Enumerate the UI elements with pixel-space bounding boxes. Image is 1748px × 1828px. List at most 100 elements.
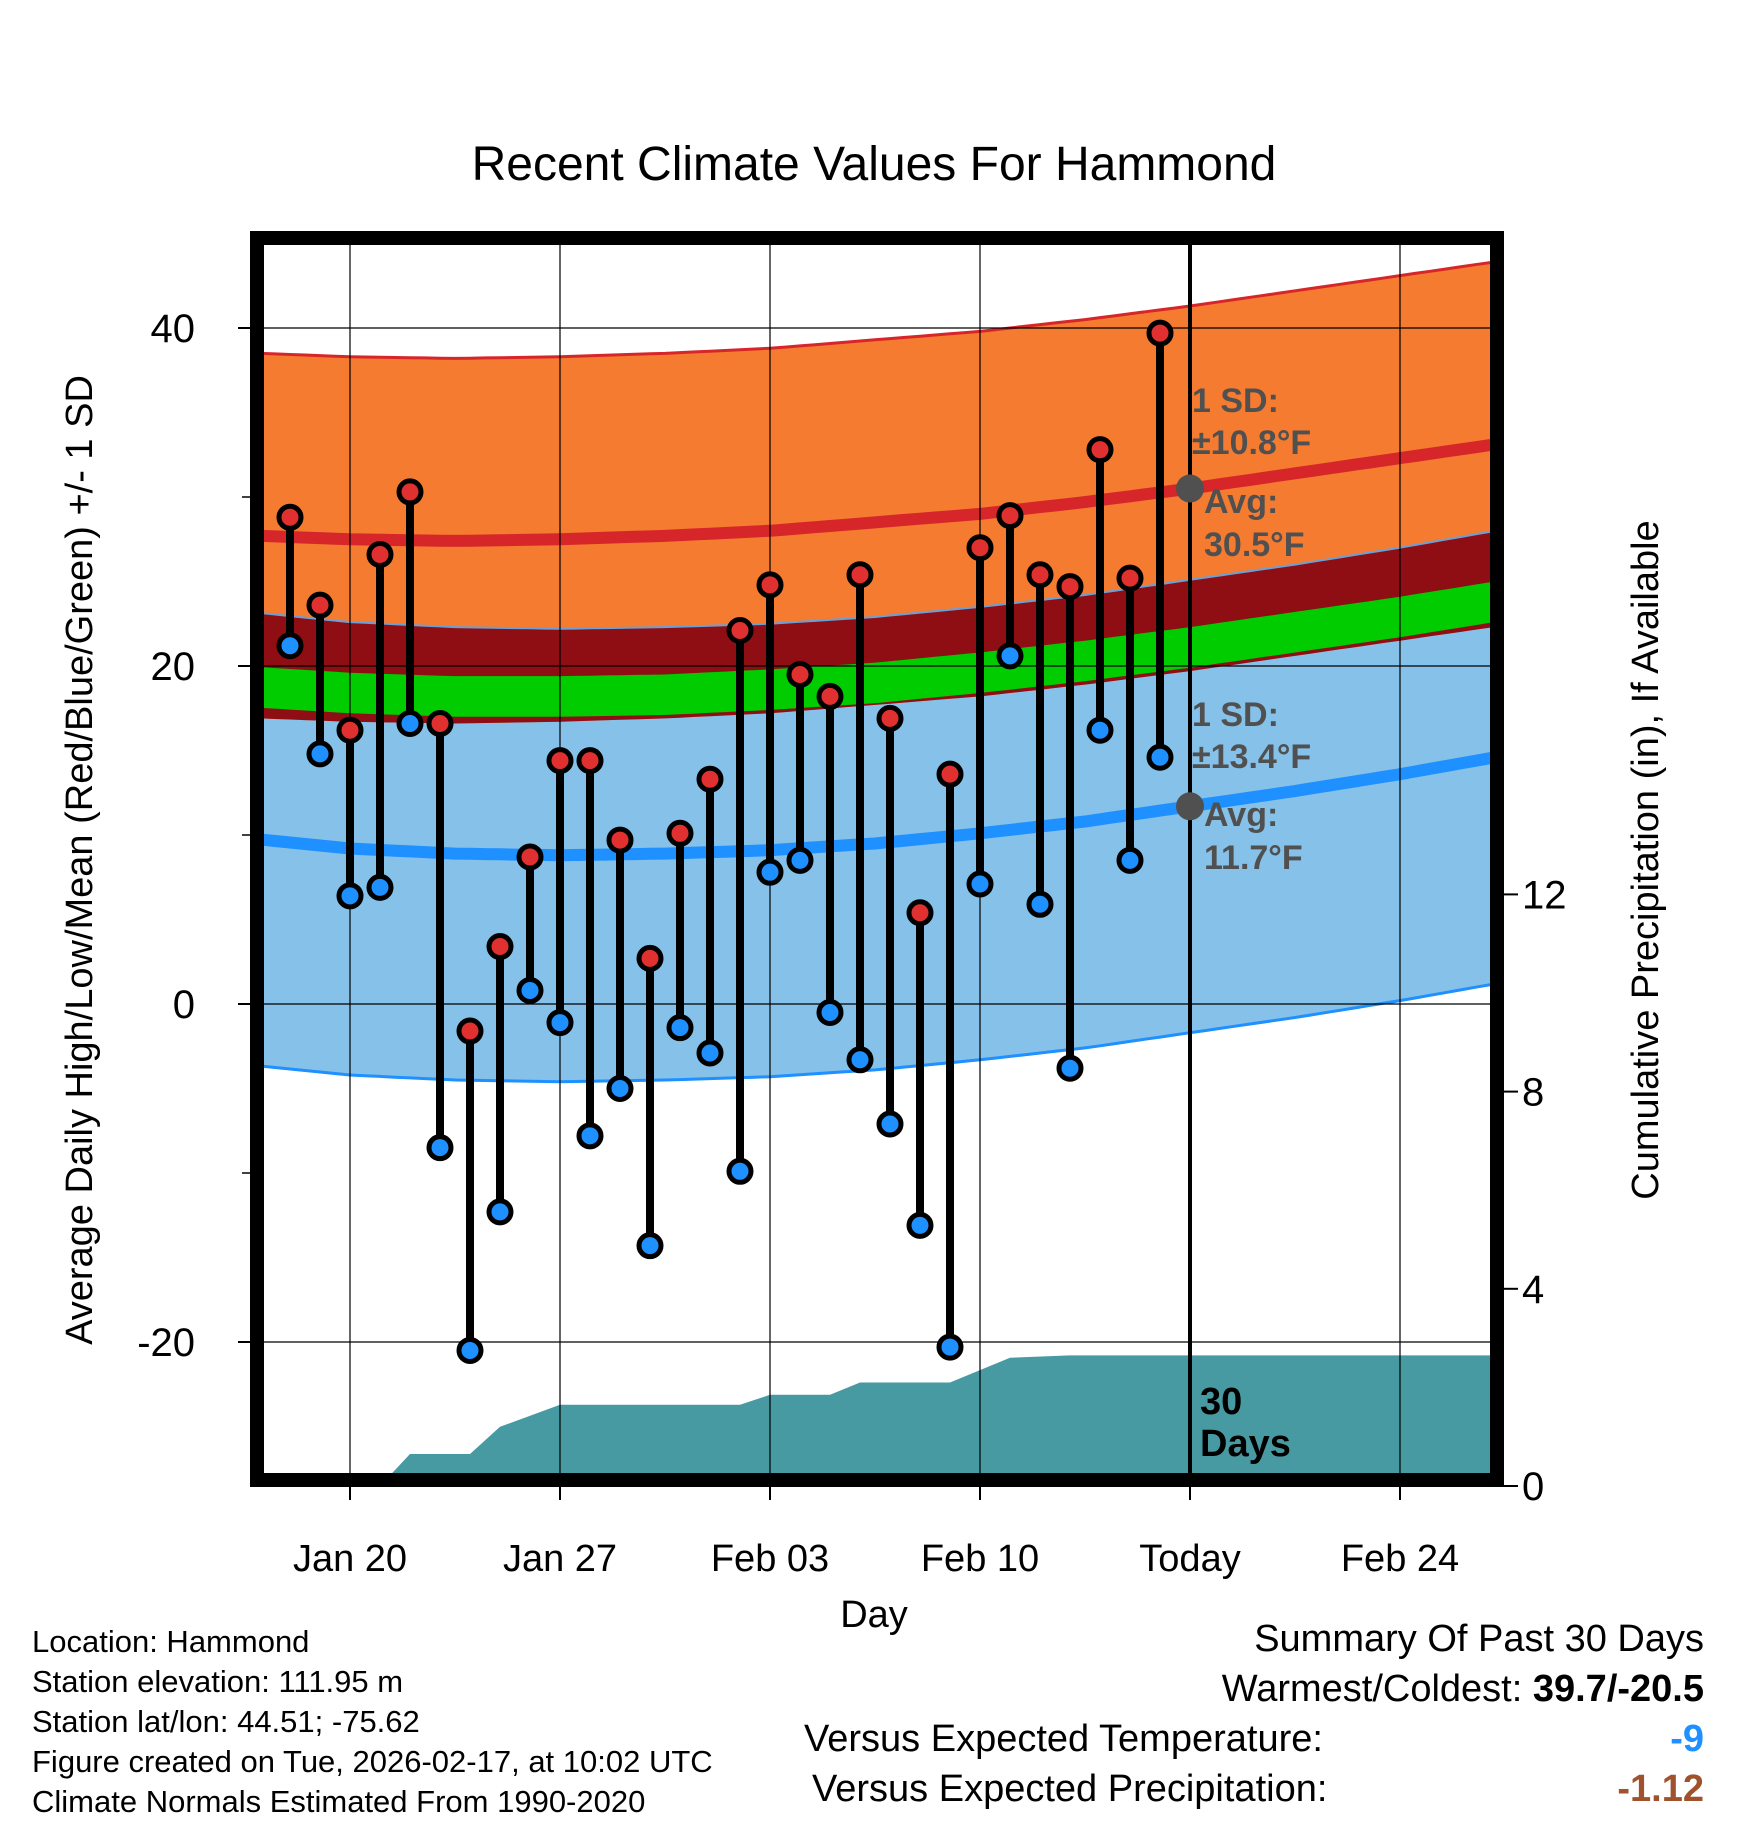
obs-day	[966, 534, 994, 898]
obs-low-point	[666, 1014, 694, 1042]
obs-low-point	[996, 642, 1024, 670]
obs-low-point	[336, 882, 364, 910]
obs-day	[1056, 573, 1084, 1082]
y2-tick-label: 4	[1522, 1268, 1544, 1312]
obs-low-point	[756, 858, 784, 886]
obs-low-point	[876, 1110, 904, 1138]
obs-high-point	[396, 478, 424, 506]
obs-high-point	[1086, 436, 1114, 464]
obs-day	[396, 478, 424, 737]
obs-high-point	[1056, 573, 1084, 601]
normal-annotations: 1 SD: ±10.8°F Avg: 30.5°F 1 SD: ±13.4°F …	[1176, 382, 1311, 877]
high-sd-label: 1 SD:	[1192, 382, 1279, 420]
info-normals: Climate Normals Estimated From 1990-2020	[32, 1784, 646, 1819]
low-sd-value: ±13.4°F	[1192, 738, 1311, 776]
obs-high-point	[516, 843, 544, 871]
obs-day	[546, 747, 574, 1037]
x-tick-label: Jan 20	[293, 1538, 407, 1580]
y-tick-label: 0	[173, 983, 195, 1027]
obs-high-point	[696, 765, 724, 793]
obs-low-point	[396, 709, 424, 737]
obs-day	[1086, 436, 1114, 744]
obs-day	[756, 571, 784, 886]
obs-low-point	[1116, 846, 1144, 874]
obs-high-point	[576, 747, 604, 775]
obs-day	[876, 704, 904, 1138]
obs-high-point	[276, 503, 304, 531]
obs-high-point	[456, 1017, 484, 1045]
obs-low-point	[456, 1336, 484, 1364]
obs-low-point	[816, 998, 844, 1026]
obs-high-point	[756, 571, 784, 599]
obs-high-point	[966, 534, 994, 562]
obs-day	[606, 826, 634, 1102]
temp-value: -9	[1670, 1718, 1704, 1760]
warm-cold-label: Warmest/Coldest:	[1221, 1668, 1533, 1710]
obs-low-point	[1026, 890, 1054, 918]
precip-label: Versus Expected Precipitation:	[812, 1768, 1328, 1810]
obs-low-point	[696, 1039, 724, 1067]
obs-day	[816, 682, 844, 1026]
temp-label: Versus Expected Temperature:	[804, 1718, 1323, 1760]
obs-high-point	[666, 819, 694, 847]
precip-value: -1.12	[1617, 1768, 1704, 1810]
obs-day	[636, 944, 664, 1260]
chart-title: Recent Climate Values For Hammond	[472, 138, 1277, 191]
obs-low-point	[486, 1198, 514, 1226]
x-tick-label: Today	[1139, 1538, 1240, 1580]
obs-day	[486, 933, 514, 1226]
y-tick-label: 40	[151, 307, 196, 351]
obs-day	[996, 502, 1024, 670]
obs-day	[1146, 319, 1174, 771]
obs-day	[456, 1017, 484, 1364]
summary-warm-cold: Warmest/Coldest: 39.7/-20.5	[1222, 1668, 1704, 1711]
obs-high-point	[786, 660, 814, 688]
obs-low-point	[966, 870, 994, 898]
obs-low-point	[1146, 743, 1174, 771]
obs-high-point	[1026, 561, 1054, 589]
obs-high-point	[1146, 319, 1174, 347]
obs-day	[696, 765, 724, 1067]
obs-low-point	[576, 1122, 604, 1150]
obs-high-point	[906, 899, 934, 927]
high-sd-upper-line	[264, 261, 1490, 360]
info-location: Location: Hammond	[32, 1624, 310, 1659]
y2-tick-label: 0	[1522, 1465, 1544, 1509]
y-tick-label: -20	[137, 1321, 195, 1365]
days-label-top: 30	[1200, 1381, 1242, 1423]
observations	[276, 319, 1174, 1364]
obs-low-point	[1056, 1054, 1084, 1082]
obs-high-point	[876, 704, 904, 732]
obs-day	[366, 540, 394, 901]
low-sd-label: 1 SD:	[1192, 696, 1279, 734]
obs-low-point	[936, 1333, 964, 1361]
high-sd-value: ±10.8°F	[1192, 424, 1311, 462]
obs-high-point	[726, 617, 754, 645]
obs-day	[936, 760, 964, 1361]
precipitation-fill	[392, 1355, 1490, 1473]
x-tick-label: Feb 10	[921, 1538, 1039, 1580]
obs-high-point	[936, 760, 964, 788]
high-avg-label: Avg:	[1204, 483, 1278, 521]
x-tick-label: Feb 24	[1341, 1538, 1459, 1580]
high-avg-value: 30.5°F	[1204, 526, 1305, 564]
y-tick-label: 20	[151, 645, 196, 689]
obs-day	[516, 843, 544, 1004]
obs-day	[576, 747, 604, 1150]
obs-day	[1116, 564, 1144, 874]
y2-tick-label: 12	[1522, 873, 1567, 917]
obs-low-point	[606, 1075, 634, 1102]
normal-bands	[264, 261, 1490, 1084]
obs-low-point	[516, 976, 544, 1004]
y-axis-label: Average Daily High/Low/Mean (Red/Blue/Gr…	[59, 375, 101, 1345]
obs-low-point	[846, 1046, 874, 1074]
obs-day	[1026, 561, 1054, 918]
axes: Jan 20 Jan 27 Feb 03 Feb 10 Today Feb 2440200…	[137, 307, 1566, 1580]
obs-high-point	[606, 826, 634, 854]
summary-title: Summary Of Past 30 Days	[1254, 1618, 1704, 1660]
info-elevation: Station elevation: 111.95 m	[32, 1664, 404, 1699]
obs-day	[426, 709, 454, 1162]
obs-low-point	[546, 1009, 574, 1037]
obs-high-point	[1116, 564, 1144, 592]
y2-tick-label: 8	[1522, 1071, 1544, 1115]
